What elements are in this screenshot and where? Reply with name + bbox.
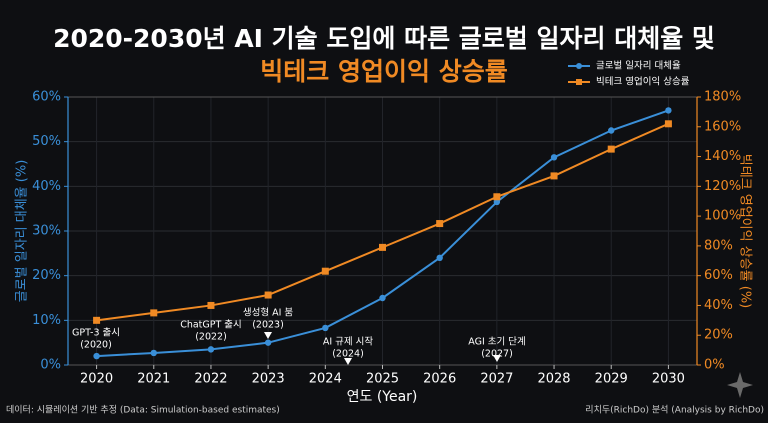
y-axis-label: 글로벌 일자리 대체율 (%) [15,160,30,303]
annotation-year: (2024) [332,349,364,360]
data-point [665,107,672,114]
x-axis-label: 연도 (Year) [347,389,418,405]
chart-title: 2020-2030년 AI 기술 도입에 따른 글로벌 일자리 대체율 및 [53,24,715,53]
y2-tick-label: 180% [704,90,741,105]
y-tick-label: 20% [32,268,61,283]
data-point [493,198,501,206]
annotation-marker [344,358,352,365]
y-tick-label: 30% [32,224,61,239]
y2-tick-label: 60% [704,268,733,283]
data-point [207,346,215,353]
data-point [607,145,615,153]
legend-label: 빅테크 영업이익 상승률 [596,76,690,88]
annotation-text: ChatGPT 출시 [180,320,242,331]
x-tick-label: 2030 [652,372,685,387]
y-tick-label: 40% [32,179,61,194]
legend-label: 글로벌 일자리 대체율 [596,61,681,72]
y2-tick-label: 40% [704,298,733,313]
data-point [436,254,443,261]
y-tick-label: 50% [32,134,61,149]
data-point [93,316,101,324]
data-point [264,291,272,299]
data-point [493,193,501,201]
annotation-marker [493,355,501,362]
legend-marker [576,63,582,69]
data-point [379,294,386,302]
annotation-year: (2020) [80,340,112,351]
footer-credit: 리치두(RichDo) 분석 (Analysis by RichDo) [585,404,764,416]
annotation-text: 생성형 AI 붐 [243,308,294,319]
annotation-year: (2022) [195,332,227,343]
x-tick-label: 2026 [423,372,456,387]
y-tick-label: 10% [32,313,61,328]
x-tick-label: 2020 [80,372,113,387]
x-tick-label: 2028 [537,372,570,387]
data-point [379,243,386,251]
chart-subtitle: 빅테크 영업이익 상승률 [260,57,507,86]
annotation-text: AI 규제 시작 [323,337,374,348]
sparkle-icon [727,372,753,398]
y2-tick-label: 120% [704,179,741,194]
data-point [150,309,158,317]
y2-tick-label: 80% [704,238,733,253]
x-tick-label: 2025 [366,372,399,387]
x-tick-label: 2029 [595,372,628,387]
y2-tick-label: 160% [704,119,741,134]
annotation-text: AGI 초기 단계 [468,336,526,348]
annotation-text: GPT-3 출시 [72,328,120,339]
x-tick-label: 2027 [480,372,513,387]
x-tick-label: 2023 [252,372,285,387]
footer-source: 데이터: 시뮬레이션 기반 추정 (Data: Simulation-based… [6,405,280,416]
y2-tick-label: 20% [704,328,733,343]
y2-axis-label: 빅테크 영업이익 상승률 (%) [738,154,753,309]
x-tick-label: 2021 [137,372,170,387]
annotation-marker [264,332,272,339]
y2-tick-label: 100% [704,209,741,224]
y-tick-label: 60% [32,90,61,105]
data-point [321,267,329,275]
annotation-year: (2027) [481,349,513,360]
data-point [207,301,215,309]
x-tick-label: 2024 [309,372,342,387]
legend-marker [576,79,582,85]
y2-tick-label: 0% [704,358,725,373]
data-point [550,154,558,161]
y-tick-label: 0% [40,358,61,373]
data-point [322,324,329,332]
data-point [264,339,272,346]
data-point [664,120,672,128]
data-point [93,352,100,360]
y2-tick-label: 140% [704,149,741,164]
x-tick-label: 2022 [194,372,227,387]
data-point [436,220,444,228]
annotation-year: (2023) [252,320,284,331]
data-point [150,349,157,357]
data-point [608,127,615,134]
data-point [550,172,558,180]
